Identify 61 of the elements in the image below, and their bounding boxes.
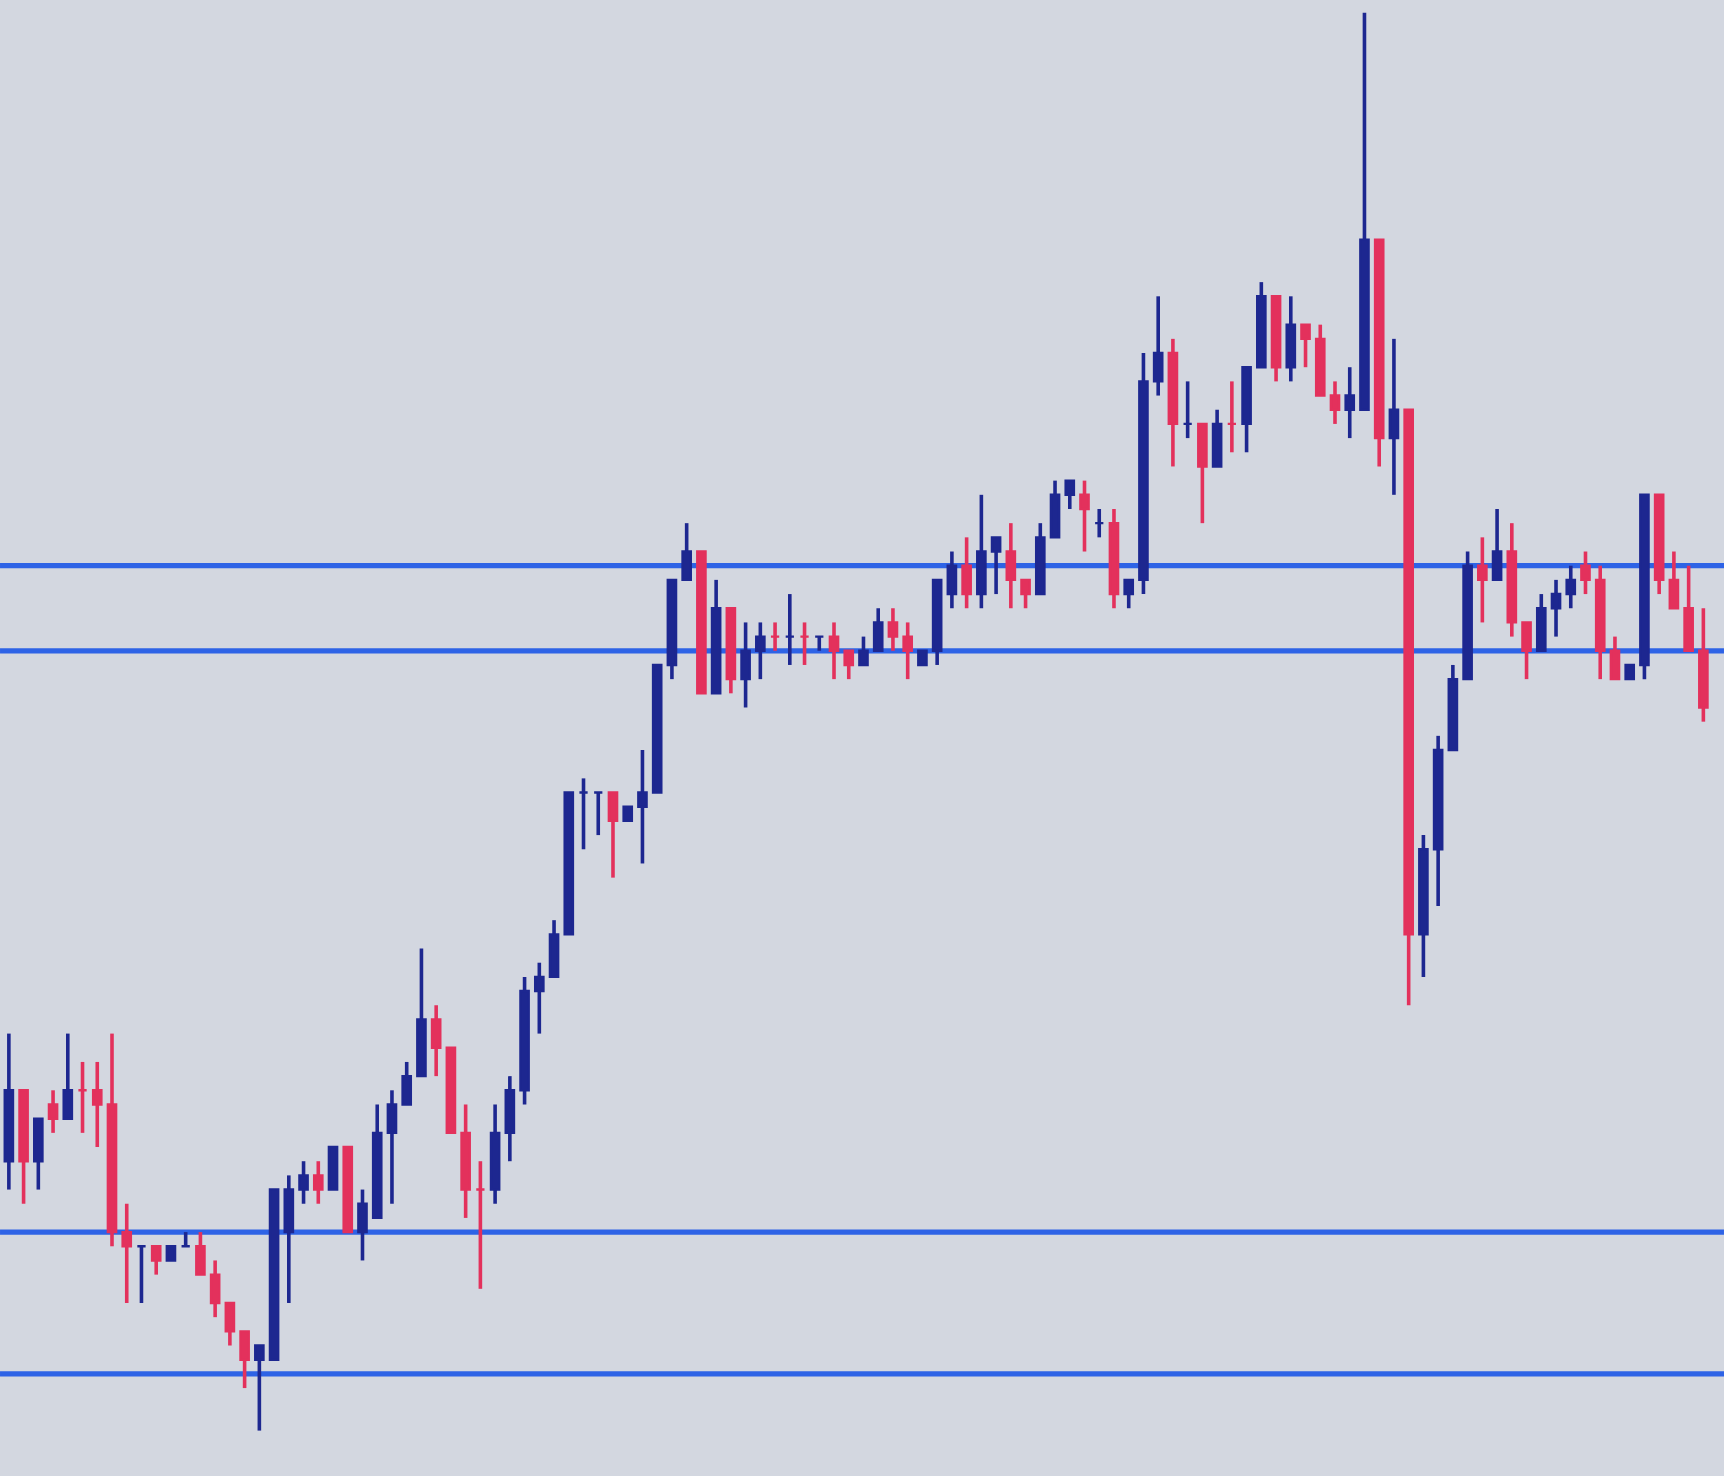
candlestick — [1535, 592, 1547, 653]
candlestick — [224, 1301, 236, 1348]
candlestick — [195, 1230, 206, 1277]
candlestick — [401, 1060, 413, 1107]
candlestick — [1049, 478, 1061, 540]
candlestick — [62, 1031, 74, 1121]
candlestick — [755, 620, 766, 681]
candlestick — [150, 1244, 162, 1277]
candlestick — [976, 493, 987, 611]
candlestick — [504, 1074, 516, 1164]
candlestick — [607, 790, 619, 880]
candlestick — [1580, 549, 1591, 596]
candlestick — [1329, 379, 1341, 426]
candlestick — [843, 648, 855, 681]
candlestick — [1285, 294, 1297, 384]
candlestick — [637, 748, 648, 866]
candlestick — [872, 606, 884, 653]
candlestick — [548, 918, 560, 979]
candlestick — [828, 620, 840, 681]
candlestick — [1123, 578, 1135, 611]
candlestick — [1152, 294, 1164, 398]
candlestick — [1491, 507, 1503, 582]
candlestick — [386, 1088, 398, 1206]
candlestick — [283, 1173, 295, 1305]
candlestick — [121, 1201, 133, 1305]
candlestick — [1197, 422, 1208, 525]
candlestick — [357, 1187, 368, 1263]
candlestick — [298, 1159, 309, 1206]
candlestick — [1388, 337, 1400, 497]
candlestick — [239, 1329, 250, 1390]
candlestick — [533, 960, 545, 1036]
candlestick — [961, 535, 972, 611]
candlestick — [1609, 634, 1621, 681]
candlestick — [1521, 620, 1532, 681]
candlestick — [209, 1258, 221, 1319]
candlestick — [1064, 478, 1076, 511]
candlestick — [1005, 521, 1017, 611]
candlestick — [312, 1159, 324, 1206]
candlestick — [990, 535, 1002, 596]
candlestick — [740, 620, 751, 710]
candlestick — [946, 549, 958, 611]
candlestick — [91, 1060, 103, 1149]
candlestick — [47, 1088, 59, 1135]
candlestick — [1300, 322, 1311, 370]
candlestick — [1211, 407, 1223, 469]
candlestick — [1550, 578, 1562, 639]
candlestick — [327, 1145, 339, 1191]
candlestick — [858, 634, 869, 667]
candlestick — [254, 1343, 265, 1433]
candlestick — [1683, 563, 1694, 653]
candlestick — [1668, 549, 1680, 611]
candlestick — [681, 521, 692, 582]
candlestick — [33, 1116, 44, 1192]
candlestick — [887, 606, 899, 653]
candlestick — [902, 620, 914, 681]
candlestick — [1565, 563, 1577, 611]
candlestick — [1020, 578, 1031, 611]
candlestick — [1344, 365, 1356, 440]
candlestick — [1477, 535, 1488, 625]
candlestick — [1079, 478, 1090, 554]
candlestick — [430, 1003, 442, 1078]
